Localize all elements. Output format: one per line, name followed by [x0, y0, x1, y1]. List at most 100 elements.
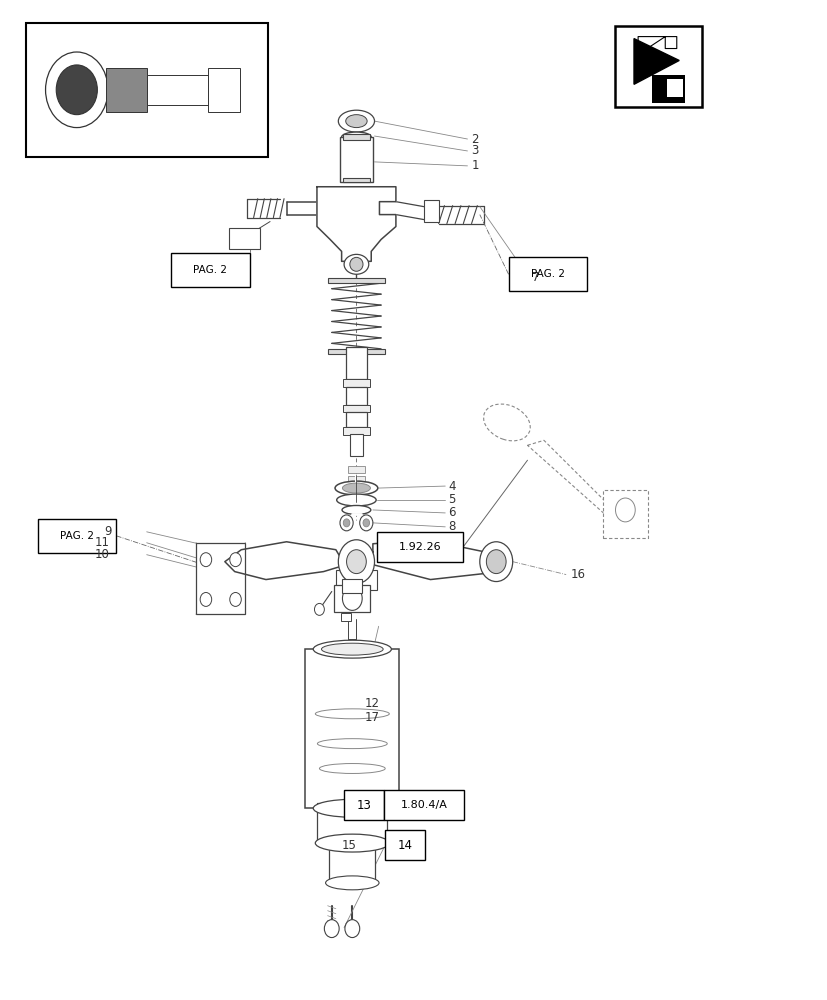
Bar — [334, 585, 370, 612]
Bar — [327, 349, 385, 354]
Bar — [348, 486, 364, 493]
Text: 9: 9 — [104, 525, 112, 538]
Bar — [602, 490, 648, 538]
Bar — [208, 68, 239, 112]
Text: 10: 10 — [95, 548, 109, 561]
Ellipse shape — [313, 640, 391, 658]
Bar — [343, 427, 369, 435]
Circle shape — [342, 587, 361, 610]
Bar — [229, 228, 260, 249]
Bar — [666, 79, 682, 97]
Circle shape — [338, 540, 374, 584]
Circle shape — [340, 515, 352, 531]
Ellipse shape — [483, 404, 529, 441]
Ellipse shape — [344, 254, 368, 274]
Bar — [348, 466, 364, 473]
Bar — [423, 200, 438, 222]
Ellipse shape — [315, 709, 389, 719]
Ellipse shape — [315, 834, 389, 852]
Ellipse shape — [342, 483, 370, 493]
Text: 11: 11 — [94, 536, 109, 549]
Ellipse shape — [321, 643, 383, 655]
Bar — [383, 790, 464, 820]
Bar — [336, 570, 376, 589]
Bar — [348, 506, 364, 513]
Circle shape — [230, 553, 241, 567]
Circle shape — [56, 65, 98, 115]
Text: 16: 16 — [570, 568, 585, 581]
Bar — [340, 137, 372, 182]
Circle shape — [359, 515, 372, 531]
Bar — [652, 75, 684, 103]
Text: 14: 14 — [397, 839, 412, 852]
Bar — [329, 841, 374, 883]
Bar — [343, 379, 369, 387]
Circle shape — [479, 542, 512, 582]
Circle shape — [347, 550, 366, 574]
Bar — [376, 532, 463, 562]
Text: 6: 6 — [448, 506, 456, 519]
Text: 7: 7 — [531, 271, 538, 284]
Circle shape — [200, 592, 212, 606]
Bar — [346, 412, 366, 427]
Bar — [343, 134, 369, 140]
Text: PAG. 2: PAG. 2 — [530, 269, 564, 279]
Circle shape — [324, 920, 339, 938]
Bar — [508, 257, 586, 291]
Polygon shape — [638, 37, 676, 54]
Text: 1.92.26: 1.92.26 — [399, 542, 441, 552]
Polygon shape — [372, 540, 495, 580]
Bar — [348, 496, 364, 503]
Polygon shape — [225, 542, 340, 580]
Bar — [317, 803, 386, 843]
Circle shape — [314, 603, 324, 615]
Bar — [385, 830, 424, 860]
Bar — [343, 178, 369, 182]
Text: 3: 3 — [471, 144, 478, 157]
Text: PAG. 2: PAG. 2 — [194, 265, 227, 275]
Ellipse shape — [325, 876, 379, 890]
Bar — [38, 519, 116, 553]
Text: 17: 17 — [364, 711, 380, 724]
Bar — [344, 790, 383, 820]
Bar — [614, 26, 701, 107]
Bar — [346, 347, 366, 379]
Text: 5: 5 — [448, 493, 456, 506]
Text: 15: 15 — [342, 839, 356, 852]
Ellipse shape — [317, 739, 387, 749]
Bar — [350, 434, 362, 456]
Text: 1.80.4/A: 1.80.4/A — [400, 800, 447, 810]
Bar — [196, 543, 245, 614]
Bar — [341, 613, 351, 621]
Ellipse shape — [350, 257, 362, 271]
Ellipse shape — [342, 505, 370, 514]
Text: 4: 4 — [448, 480, 456, 493]
Circle shape — [345, 920, 359, 938]
Ellipse shape — [346, 115, 366, 128]
Bar — [26, 23, 268, 157]
Circle shape — [362, 519, 369, 527]
Polygon shape — [633, 39, 678, 84]
Bar — [343, 405, 369, 412]
Text: 2: 2 — [471, 133, 479, 146]
Ellipse shape — [319, 764, 385, 773]
Ellipse shape — [313, 799, 391, 817]
Bar — [106, 68, 146, 112]
Ellipse shape — [335, 481, 377, 495]
Text: 1: 1 — [471, 159, 479, 172]
Text: 12: 12 — [364, 697, 380, 710]
Ellipse shape — [338, 110, 374, 132]
Circle shape — [230, 592, 241, 606]
Bar — [146, 75, 208, 105]
Ellipse shape — [337, 494, 375, 506]
Text: PAG. 2: PAG. 2 — [60, 531, 94, 541]
Polygon shape — [527, 440, 613, 515]
Ellipse shape — [342, 132, 370, 142]
Bar — [171, 253, 249, 287]
Circle shape — [485, 550, 505, 574]
Bar — [342, 579, 361, 593]
Circle shape — [200, 553, 212, 567]
Text: 13: 13 — [356, 799, 370, 812]
Text: 8: 8 — [448, 520, 456, 533]
Circle shape — [614, 498, 634, 522]
